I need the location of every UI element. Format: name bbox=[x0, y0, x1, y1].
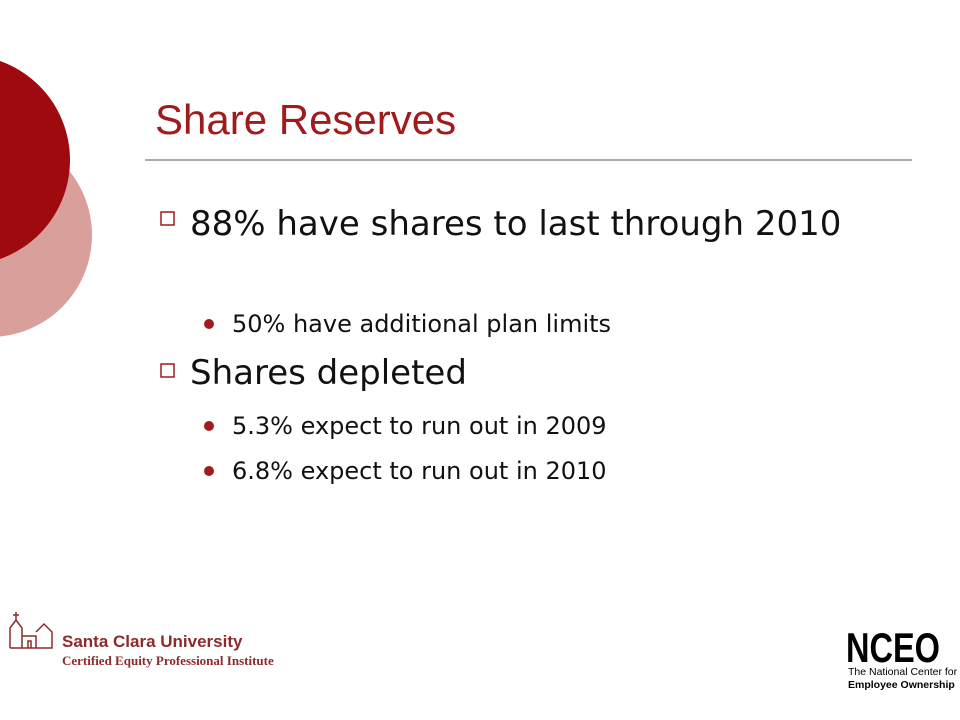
sub-bullet-text: 50% have additional plan limits bbox=[232, 310, 611, 338]
scu-subtitle: Certified Equity Professional Institute bbox=[62, 653, 274, 668]
decor-circle-dark bbox=[0, 61, 70, 259]
bullet-marker bbox=[160, 211, 175, 226]
bullet-marker bbox=[160, 363, 175, 378]
nceo-mark: NCEO bbox=[846, 624, 940, 671]
sub-bullet-marker bbox=[204, 466, 214, 476]
sub-bullet-text: 5.3% expect to run out in 2009 bbox=[232, 412, 607, 440]
slide-title: Share Reserves bbox=[155, 96, 456, 143]
scu-logo bbox=[9, 612, 53, 649]
sub-bullet-marker bbox=[204, 421, 214, 431]
sub-bullet-marker bbox=[204, 319, 214, 329]
nceo-line: The National Center for bbox=[848, 666, 958, 678]
bullet-text: Shares depleted bbox=[190, 353, 467, 393]
scu-name: Santa Clara University bbox=[62, 632, 243, 651]
sub-bullet-text: 6.8% expect to run out in 2010 bbox=[232, 457, 607, 485]
bullet-text: 88% have shares to last through 2010 bbox=[190, 204, 841, 244]
nceo-line: Employee Ownership bbox=[848, 679, 955, 691]
